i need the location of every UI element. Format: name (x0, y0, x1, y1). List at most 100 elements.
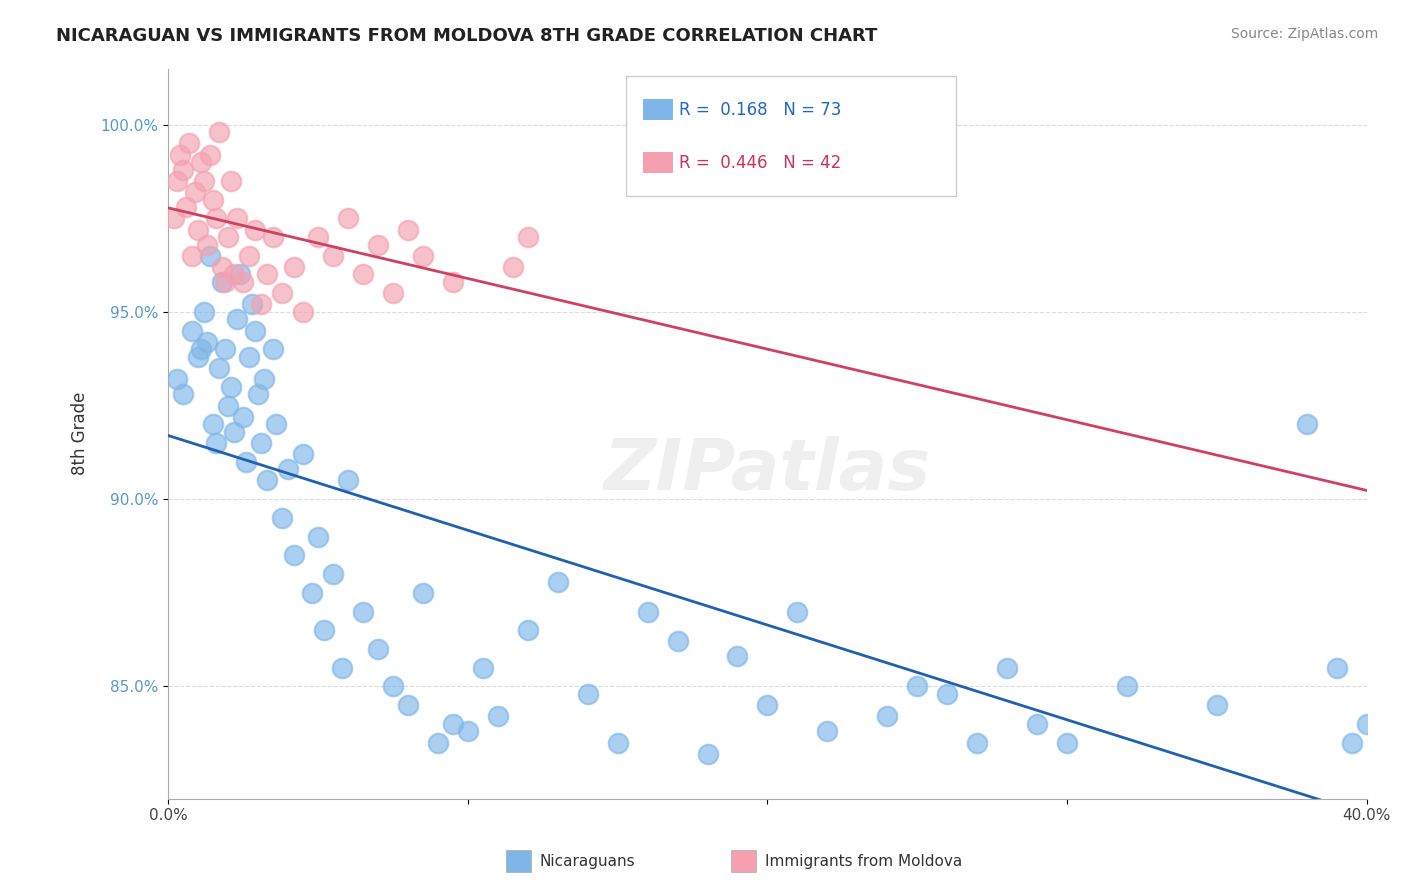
Point (637, 605, 659, 619)
Point (905, 680, 928, 694)
Point (486, 709, 509, 723)
Point (936, 687, 959, 701)
Point (226, 312, 249, 326)
Point (226, 211, 249, 226)
Point (250, 297, 273, 311)
Point (1026, 717, 1049, 731)
Point (166, 372, 188, 386)
Point (1056, 735, 1078, 749)
Y-axis label: 8th Grade: 8th Grade (72, 392, 89, 475)
Point (277, 462, 299, 476)
Point (291, 447, 314, 461)
Point (262, 343, 284, 357)
Point (193, 174, 215, 188)
Point (253, 372, 276, 386)
Point (208, 361, 231, 376)
Point (219, 380, 242, 394)
Point (301, 586, 323, 600)
Point (208, 125, 231, 139)
Point (283, 260, 305, 274)
Point (222, 268, 245, 282)
Text: ZIPatlas: ZIPatlas (603, 435, 931, 505)
Point (271, 286, 294, 301)
Text: NICARAGUAN VS IMMIGRANTS FROM MOLDOVA 8TH GRADE CORRELATION CHART: NICARAGUAN VS IMMIGRANTS FROM MOLDOVA 8T… (56, 27, 877, 45)
Point (181, 324, 204, 338)
Point (187, 222, 209, 236)
Point (250, 436, 273, 450)
Point (471, 661, 494, 675)
Point (256, 268, 278, 282)
Point (322, 567, 344, 582)
Point (516, 230, 538, 244)
Text: Nicaraguans: Nicaraguans (540, 854, 636, 869)
Point (177, 136, 200, 151)
Point (547, 574, 569, 589)
Point (190, 343, 212, 357)
Point (307, 230, 329, 244)
Point (352, 268, 374, 282)
Point (169, 147, 191, 161)
Point (271, 511, 294, 525)
Point (291, 305, 314, 319)
Point (262, 230, 284, 244)
Point (172, 387, 194, 401)
Text: Source: ZipAtlas.com: Source: ZipAtlas.com (1230, 27, 1378, 41)
Point (217, 399, 239, 413)
Point (756, 698, 779, 713)
Point (666, 634, 689, 648)
Point (1295, 417, 1317, 432)
Point (1116, 680, 1139, 694)
Point (256, 474, 278, 488)
Point (195, 334, 218, 349)
Point (187, 350, 209, 364)
Point (219, 174, 242, 188)
Point (243, 324, 266, 338)
Point (222, 425, 245, 439)
Point (214, 343, 236, 357)
Point (166, 174, 188, 188)
Point (815, 724, 838, 739)
Point (307, 530, 329, 544)
Point (217, 230, 239, 244)
Point (240, 297, 263, 311)
Point (1326, 661, 1348, 675)
Point (381, 680, 404, 694)
Point (330, 661, 353, 675)
Point (283, 549, 305, 563)
Point (174, 200, 197, 214)
Point (1355, 717, 1378, 731)
Point (205, 436, 228, 450)
Point (457, 724, 479, 739)
Point (396, 222, 419, 236)
Point (516, 624, 538, 638)
Point (606, 735, 628, 749)
Point (193, 305, 215, 319)
Point (966, 735, 988, 749)
Point (229, 268, 252, 282)
Point (190, 155, 212, 169)
Text: R =  0.168   N = 73: R = 0.168 N = 73 (679, 101, 841, 119)
Text: Immigrants from Moldova: Immigrants from Moldova (765, 854, 962, 869)
Point (232, 409, 254, 424)
Point (184, 185, 207, 199)
Point (786, 605, 808, 619)
Point (336, 211, 359, 226)
Point (336, 474, 359, 488)
Point (426, 735, 449, 749)
Point (238, 249, 260, 263)
Point (352, 605, 374, 619)
Point (181, 249, 204, 263)
Point (412, 586, 434, 600)
Point (195, 237, 218, 252)
Point (238, 350, 260, 364)
Point (235, 455, 257, 469)
Point (576, 687, 599, 701)
Point (1340, 735, 1362, 749)
Point (441, 717, 464, 731)
Point (232, 275, 254, 289)
Point (367, 237, 389, 252)
Point (243, 222, 266, 236)
Point (202, 417, 225, 432)
Point (205, 211, 228, 226)
Text: R =  0.446   N = 42: R = 0.446 N = 42 (679, 153, 841, 171)
